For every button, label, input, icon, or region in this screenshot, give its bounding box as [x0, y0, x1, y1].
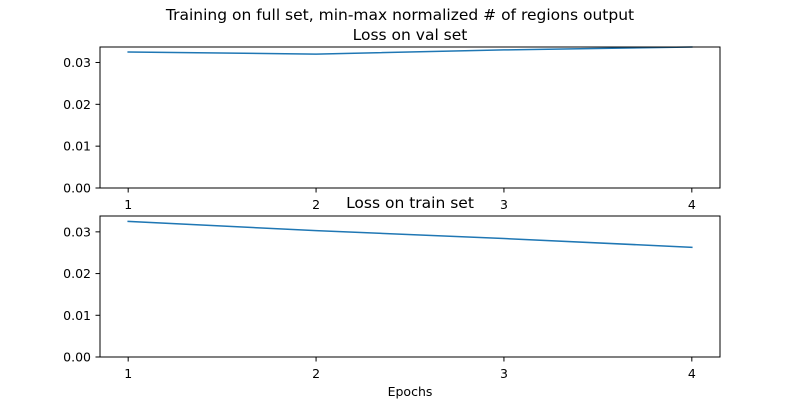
- val-loss-y-tick-label: 0.01: [63, 139, 91, 154]
- train-loss-x-tick-label: 4: [688, 366, 696, 381]
- val-loss-frame: [99, 46, 721, 189]
- train-loss-title: Loss on train set: [346, 194, 474, 212]
- figure-suptitle: Training on full set, min-max normalized…: [165, 6, 634, 24]
- x-axis-label: Epochs: [388, 384, 433, 399]
- train-loss-frame: [99, 215, 721, 358]
- train-loss-y-tick-label: 0.03: [63, 224, 91, 239]
- val-loss-x-tick-label: 1: [124, 197, 132, 212]
- train-loss-x-tick-label: 1: [124, 366, 132, 381]
- val-loss-x-tick-label: 3: [500, 197, 508, 212]
- val-loss-x-tick-label: 4: [688, 197, 696, 212]
- train-loss-ticks: 1 2 3 4 0.00 0.01 0.02 0.03: [63, 224, 696, 381]
- val-loss-axes: Loss on val set 1 2 3 4 0.00 0.01 0.02 0.03: [63, 26, 721, 212]
- train-loss-y-tick-label: 0.01: [63, 308, 91, 323]
- train-loss-series: [127, 220, 693, 249]
- train-loss-y-tick-label: 0.02: [63, 266, 91, 281]
- val-loss-y-tick-label: 0.03: [63, 55, 91, 70]
- val-loss-x-tick-label: 2: [312, 197, 320, 212]
- train-loss-line: [127, 220, 693, 249]
- train-loss-x-tick-label: 3: [500, 366, 508, 381]
- val-loss-line: [127, 46, 693, 55]
- val-loss-series: [127, 46, 693, 55]
- val-loss-y-tick-label: 0.00: [63, 181, 91, 196]
- val-loss-ticks: 1 2 3 4 0.00 0.01 0.02 0.03: [63, 55, 696, 212]
- train-loss-x-tick-label: 2: [312, 366, 320, 381]
- train-loss-axes: Loss on train set 1 2 3 4 0.00 0.01 0.02 0.03 E…: [63, 194, 721, 399]
- val-loss-y-tick-label: 0.02: [63, 97, 91, 112]
- train-loss-y-tick-label: 0.00: [63, 350, 91, 365]
- val-loss-title: Loss on val set: [353, 26, 468, 44]
